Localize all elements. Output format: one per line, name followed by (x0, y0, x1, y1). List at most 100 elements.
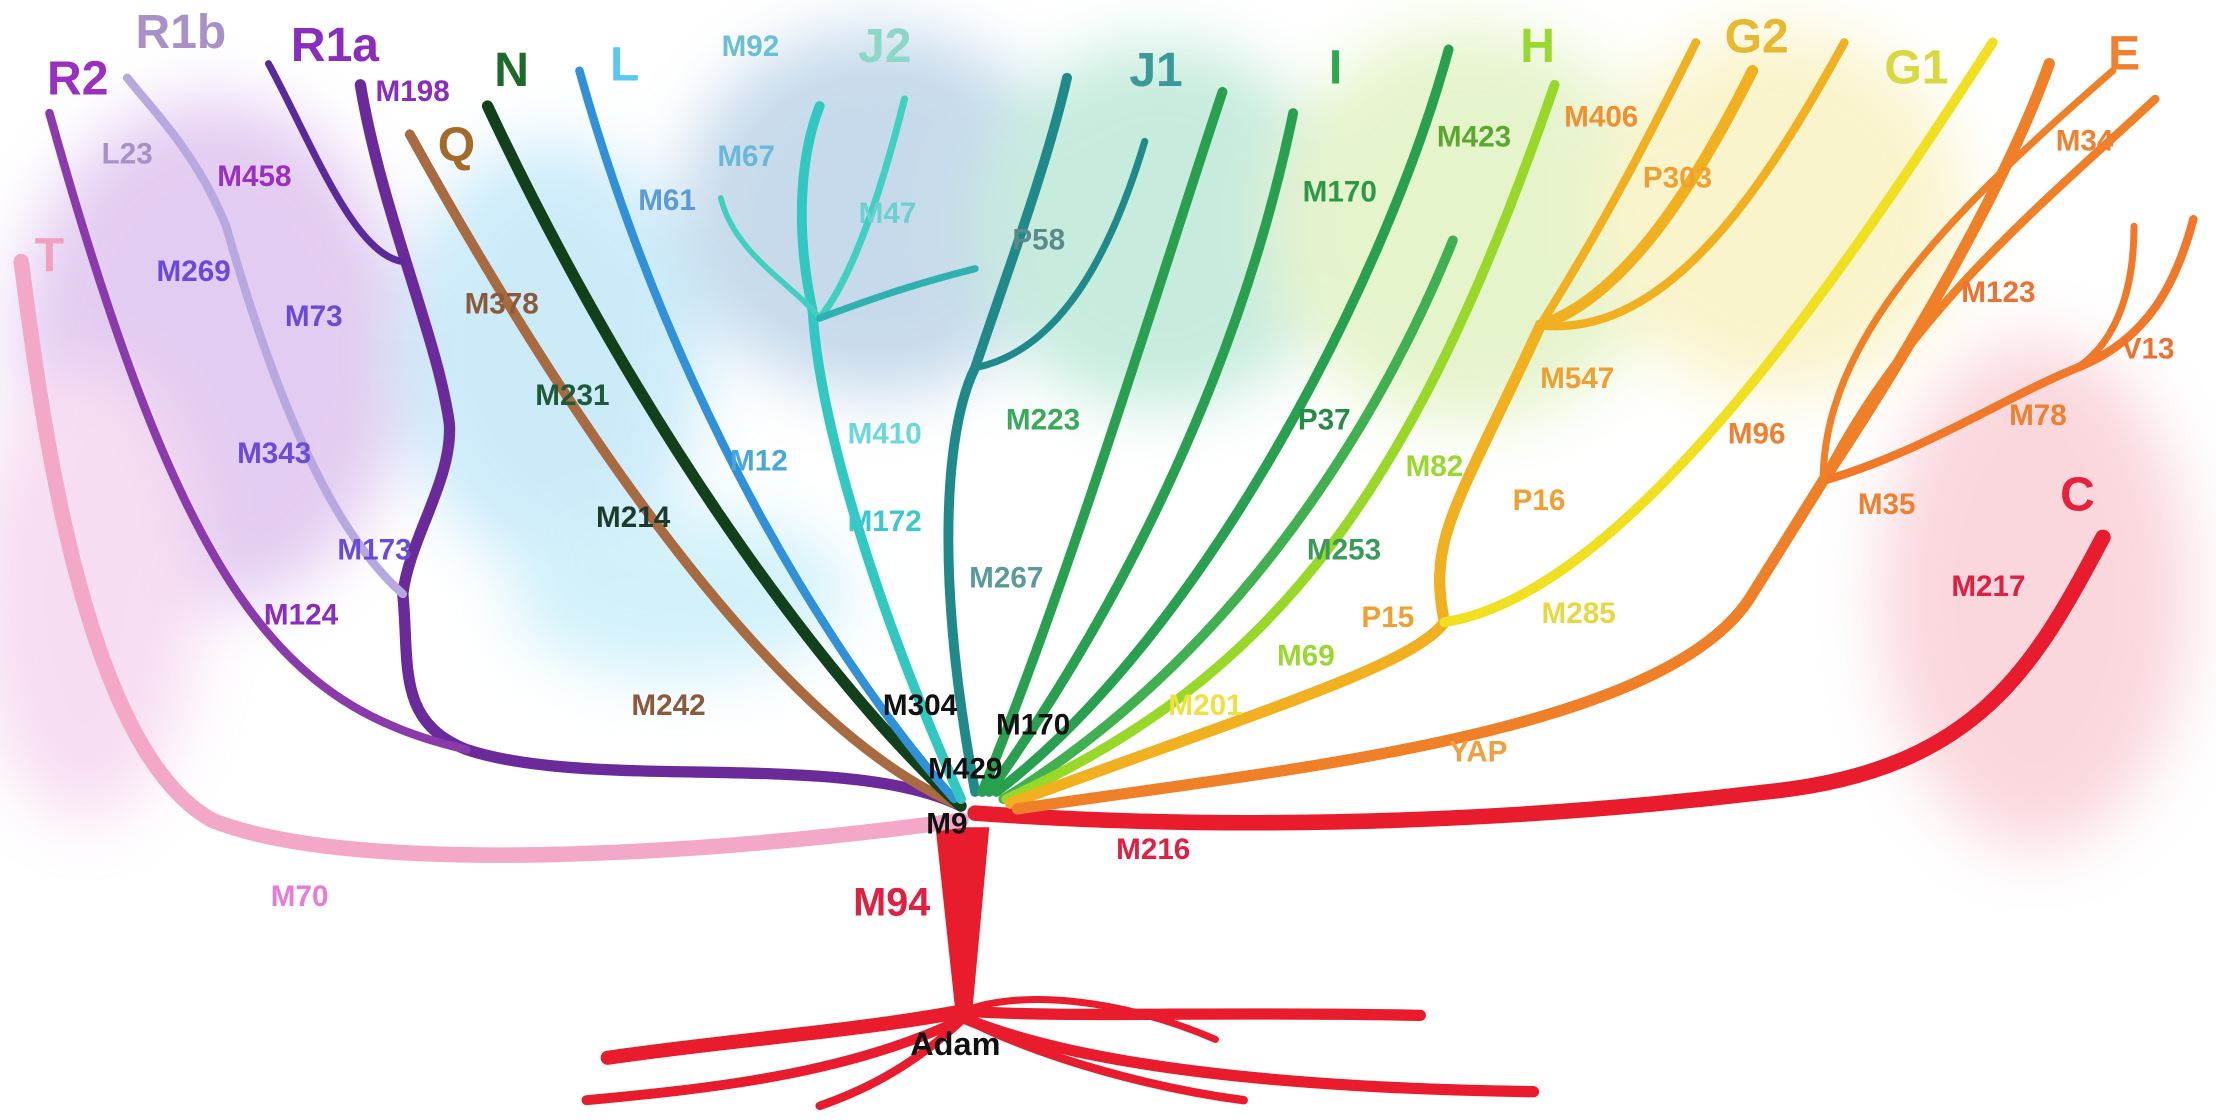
branch-t (13, 253, 969, 863)
branch-j (977, 86, 1228, 797)
root-label: Adam (910, 1026, 1000, 1062)
root (959, 1013, 1248, 1105)
foliage-cloud (678, 28, 1075, 396)
marker-label: M47 (859, 197, 917, 230)
branch-g2-sub (1536, 38, 1849, 331)
branch-r1a (354, 79, 967, 812)
branch-e-sub (1818, 94, 2160, 486)
marker-label: M61 (638, 184, 696, 217)
branch-r2 (45, 108, 471, 754)
marker-label: M201 (1168, 689, 1242, 722)
marker-label: M69 (1277, 639, 1335, 672)
marker-label: M267 (969, 562, 1043, 595)
marker-label: M547 (1540, 362, 1614, 395)
branch-j2-sub (816, 265, 979, 322)
marker-label: M285 (1542, 597, 1616, 630)
haplogroup-label: L (610, 38, 639, 92)
branch-i2 (991, 44, 1454, 797)
trunk (935, 827, 990, 1012)
marker-label: M429 (928, 753, 1002, 786)
marker-label: M67 (717, 140, 775, 173)
marker-label: M378 (465, 287, 539, 320)
marker-label: M198 (376, 75, 450, 108)
marker-label: M172 (848, 505, 922, 538)
marker-label: M73 (285, 300, 343, 333)
marker-label: YAP (1449, 736, 1507, 769)
branch-j2 (796, 101, 966, 804)
marker-label: M82 (1406, 450, 1464, 483)
haplogroup-label: C (2060, 467, 2095, 521)
marker-label: V13 (2122, 333, 2175, 366)
marker-label: L23 (102, 137, 153, 170)
foliage (0, 28, 2191, 849)
foliage-cloud (975, 42, 1343, 411)
haplogroup-label: R2 (47, 52, 108, 106)
branch-j2-sub (816, 95, 909, 322)
branch-q (404, 129, 966, 812)
marker-label: M458 (217, 160, 291, 193)
branch-i (984, 108, 1299, 797)
branch-r1a-sub (264, 60, 407, 266)
marker-label: M231 (535, 379, 609, 412)
marker-label: M217 (1951, 570, 2025, 603)
marker-label: M269 (157, 255, 231, 288)
haplogroup-label: G2 (1725, 9, 1789, 63)
branch-j2-sub (717, 195, 823, 322)
root (581, 1013, 969, 1106)
marker-label: M34 (2056, 125, 2114, 158)
branch-i3 (998, 235, 1458, 804)
haplogroup-label: N (494, 43, 529, 97)
haplogroup-label: I (1329, 40, 1342, 94)
marker-label: P15 (1361, 601, 1414, 634)
marker-label: M9 (926, 808, 967, 841)
branch-e-sub (2073, 222, 2138, 372)
marker-label: M124 (264, 598, 339, 631)
marker-labels: M198 L23 M458 M269 M73 M343 M173 M124 M7… (102, 30, 2175, 1062)
marker-label: M410 (848, 417, 922, 450)
marker-label: M214 (596, 501, 671, 534)
haplogroup-label: R1b (136, 5, 227, 59)
branches (13, 37, 2198, 863)
haplogroup-label: R1a (291, 18, 380, 72)
marker-label: M78 (2009, 399, 2067, 432)
marker-label: M170 (1303, 176, 1377, 209)
haplogroup-label: J1 (1129, 43, 1182, 97)
marker-label: M123 (1961, 276, 2035, 309)
haplogroup-label: J2 (858, 19, 911, 73)
marker-label: M223 (1006, 403, 1080, 436)
branch-l (575, 66, 959, 804)
branch-n (481, 100, 967, 812)
marker-label: M304 (883, 689, 958, 722)
branch-j1 (943, 72, 1072, 797)
haplogroup-label: T (35, 228, 64, 282)
root (600, 1004, 971, 1065)
marker-label: M12 (730, 444, 788, 477)
branch-c (967, 529, 2111, 831)
marker-label: M253 (1307, 533, 1381, 566)
branch-g2 (1004, 65, 1759, 809)
marker-label: M170 (996, 709, 1070, 742)
foliage-cloud (1596, 28, 1965, 396)
marker-label: M216 (1116, 833, 1190, 866)
marker-label: M406 (1564, 101, 1638, 134)
root (958, 1005, 1426, 1022)
haplogroup-labels: T R2 R1b R1a Q N L J2 J1 I H G2 G1 E C (35, 5, 2140, 521)
branch-g1 (1439, 37, 1998, 628)
branch-e (1011, 57, 2055, 815)
root (815, 1013, 969, 1111)
branch-j1-sub (971, 137, 1149, 372)
marker-label: M343 (237, 437, 311, 470)
root (958, 1012, 1540, 1098)
marker-label: P37 (1298, 403, 1351, 436)
haplogroup-label: H (1520, 19, 1555, 73)
marker-label: P58 (1012, 224, 1065, 257)
haplogroup-label: Q (438, 118, 475, 172)
branch-h (1001, 79, 1560, 804)
marker-label: M173 (337, 533, 411, 566)
marker-label: M92 (722, 30, 780, 63)
marker-label: M94 (853, 880, 930, 924)
foliage-cloud (508, 509, 848, 679)
marker-label: M70 (271, 880, 329, 913)
